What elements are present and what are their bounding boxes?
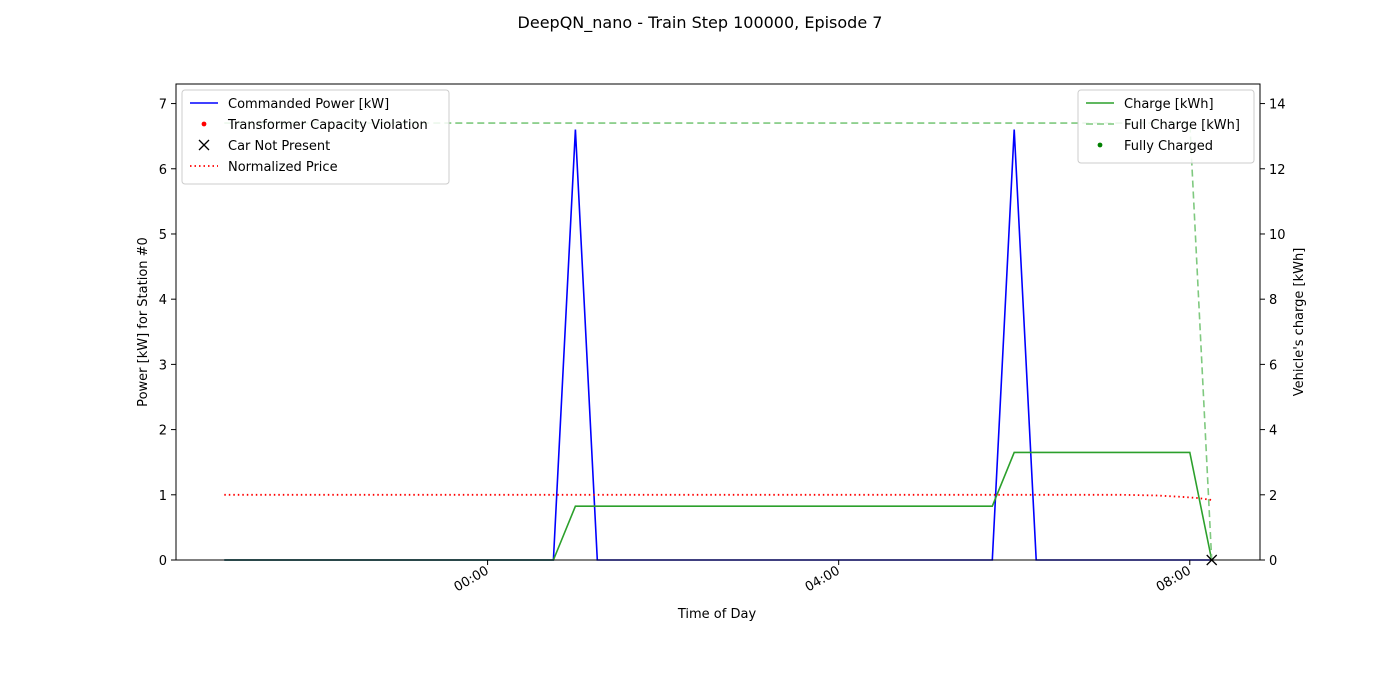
y-tick-label-left: 4 <box>159 293 167 308</box>
y-tick-label-left: 1 <box>159 489 167 504</box>
y-tick-label-left: 5 <box>159 228 167 243</box>
legend-label: Charge [kWh] <box>1124 97 1214 112</box>
legend-label: Fully Charged <box>1124 139 1213 154</box>
legend-label: Car Not Present <box>228 139 330 154</box>
axes-frame <box>175 83 1261 561</box>
y-axis-label-left: Power [kW] for Station #0 <box>136 237 151 407</box>
y-tick-label-right: 12 <box>1269 163 1286 178</box>
y-tick-label-left: 6 <box>159 163 167 178</box>
y-tick-label-right: 4 <box>1269 424 1277 439</box>
chart-title: DeepQN_nano - Train Step 100000, Episode… <box>518 13 883 33</box>
y-tick-label-right: 8 <box>1269 293 1277 308</box>
legend-handle-x <box>198 139 210 151</box>
y-tick-label-left: 7 <box>159 98 167 113</box>
series-line-3 <box>224 122 1213 561</box>
legend-box <box>181 89 450 185</box>
legend-right: Charge [kWh] Full Charge [kWh] Fully Charg… <box>1077 89 1255 164</box>
legend-label: Commanded Power [kW] <box>228 97 389 112</box>
legend-handle-dot <box>201 121 207 127</box>
y-tick-label-right: 14 <box>1269 98 1286 113</box>
legend-box <box>1077 89 1255 164</box>
legend-left: Commanded Power [kW] Transformer Capacity… <box>181 89 450 185</box>
legend-handle-dot <box>1097 142 1103 148</box>
legend-label: Full Charge [kWh] <box>1124 118 1240 133</box>
y-tick-label-left: 3 <box>159 358 167 373</box>
legend-label: Normalized Price <box>228 160 338 175</box>
y-axis-label-right: Vehicle's charge [kWh] <box>1292 248 1307 397</box>
y-tick-label-left: 0 <box>159 554 167 569</box>
y-tick-label-right: 0 <box>1269 554 1277 569</box>
legend-label: Transformer Capacity Violation <box>227 118 428 133</box>
y-tick-label-left: 2 <box>159 424 167 439</box>
y-tick-label-right: 2 <box>1269 489 1277 504</box>
y-tick-label-right: 6 <box>1269 358 1277 373</box>
y-tick-label-right: 10 <box>1269 228 1286 243</box>
x-axis-label: Time of Day <box>677 607 757 622</box>
